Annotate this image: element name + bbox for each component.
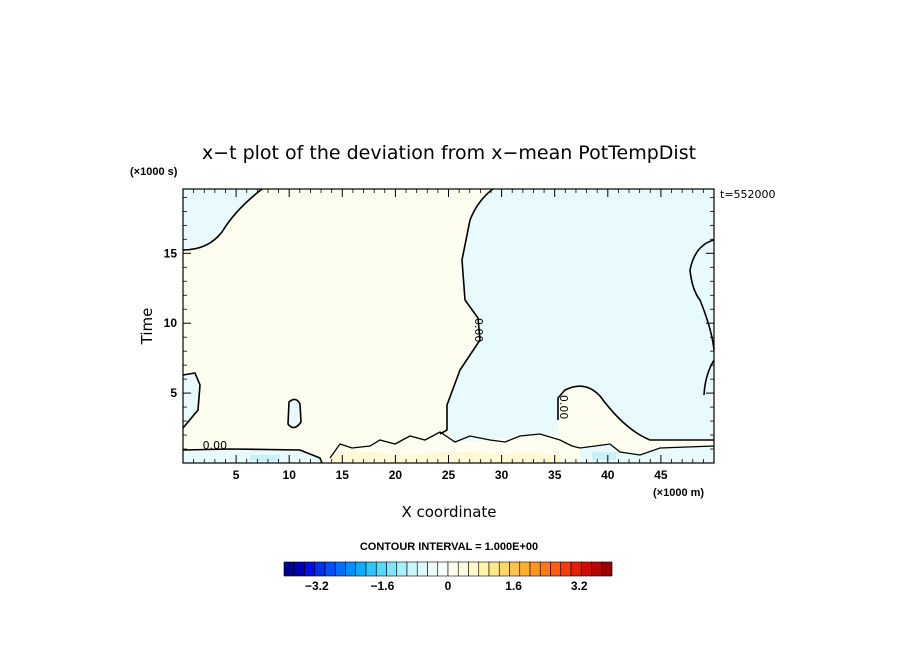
colorbar-tick-label: 1.6 xyxy=(505,579,522,593)
contour-interval-label: CONTOUR INTERVAL = 1.000E+00 xyxy=(360,541,538,553)
contour-right-lobe xyxy=(557,385,714,441)
colorbar-swatch xyxy=(591,561,603,577)
colorbar-swatch xyxy=(293,561,305,577)
time-stamp: t=552000 xyxy=(720,188,776,201)
colorbar-swatch xyxy=(580,561,592,577)
negative-region-top-left xyxy=(183,189,262,250)
colorbar-swatch xyxy=(314,561,326,577)
contour-top-left xyxy=(182,188,263,251)
colorbar-tick-label: 3.2 xyxy=(571,579,588,593)
colorbar-swatch xyxy=(334,561,346,577)
positive-patch-bottom xyxy=(330,452,560,463)
contour-labels: 0.00 0.00 0.00 xyxy=(203,318,570,452)
x-tick-label: 40 xyxy=(601,468,615,482)
colorbar-swatch xyxy=(550,561,562,577)
colorbar xyxy=(283,561,613,577)
chart-title: x−t plot of the deviation from x−mean Po… xyxy=(202,142,696,164)
colorbar-swatch xyxy=(365,561,377,577)
colorbar-swatch xyxy=(386,561,398,577)
x-tick-label: 25 xyxy=(442,468,456,482)
x-tick-label: 30 xyxy=(495,468,509,482)
contour-blob xyxy=(287,398,302,429)
y-tick-label: 10 xyxy=(164,316,178,330)
y-axis: 5 10 15 xyxy=(164,196,714,450)
contour-label: 0.00 xyxy=(472,318,485,343)
y-tick-label: 5 xyxy=(170,386,177,400)
y-unit-label: (×1000 s) xyxy=(130,166,178,178)
x-axis-label: X coordinate xyxy=(401,503,496,521)
contour-label: 0.00 xyxy=(557,395,570,420)
colorbar-swatch xyxy=(375,561,387,577)
colorbar-ticks: −3.2 −1.6 0 1.6 3.2 xyxy=(305,579,588,593)
negative-region-right xyxy=(447,189,714,442)
contour-right-edge-2 xyxy=(703,359,715,396)
colorbar-swatch xyxy=(498,561,510,577)
colorbar-swatch xyxy=(437,561,449,577)
colorbar-swatch xyxy=(355,561,367,577)
colorbar-swatch xyxy=(406,561,418,577)
colorbar-swatch xyxy=(304,561,316,577)
x-axis: 5 10 15 20 25 30 35 40 45 xyxy=(193,189,704,482)
negative-patch-small xyxy=(250,455,280,461)
x-tick-label: 5 xyxy=(233,468,240,482)
colorbar-swatch xyxy=(457,561,469,577)
contour-main xyxy=(439,188,494,435)
negative-blob xyxy=(288,399,301,428)
colorbar-swatch xyxy=(468,561,480,577)
plot-area xyxy=(182,188,715,464)
contour-label: 0.00 xyxy=(203,439,228,452)
contour-right-edge xyxy=(689,239,715,351)
colorbar-swatch xyxy=(345,561,357,577)
colorbar-tick-label: 0 xyxy=(445,579,452,593)
colorbar-swatch xyxy=(478,561,490,577)
negative-region-left xyxy=(183,373,200,428)
y-axis-label: Time xyxy=(138,308,156,346)
x-tick-label: 35 xyxy=(548,468,562,482)
contour-bottom-wiggle xyxy=(329,431,715,459)
colorbar-swatch xyxy=(396,561,408,577)
x-tick-label: 15 xyxy=(336,468,350,482)
colorbar-swatch xyxy=(529,561,541,577)
colorbar-swatch xyxy=(601,561,613,577)
x-tick-label: 20 xyxy=(389,468,403,482)
negative-patch-small-right xyxy=(592,452,616,460)
colorbar-swatch xyxy=(427,561,439,577)
colorbar-tick-label: −1.6 xyxy=(371,579,395,593)
colorbar-swatch xyxy=(570,561,582,577)
colorbar-swatch xyxy=(283,561,295,577)
colorbar-swatch xyxy=(509,561,521,577)
colorbar-swatch xyxy=(519,561,531,577)
contour-left xyxy=(182,372,201,429)
colorbar-swatch xyxy=(324,561,336,577)
colorbar-swatch xyxy=(447,561,459,577)
y-tick-label: 15 xyxy=(164,246,178,260)
x-unit-label: (×1000 m) xyxy=(653,487,704,499)
colorbar-swatch xyxy=(488,561,500,577)
x-tick-label: 45 xyxy=(654,468,668,482)
colorbar-swatch xyxy=(560,561,572,577)
colorbar-swatch xyxy=(539,561,551,577)
x-tick-label: 10 xyxy=(283,468,297,482)
colorbar-swatch xyxy=(416,561,428,577)
colorbar-tick-label: −3.2 xyxy=(305,579,329,593)
